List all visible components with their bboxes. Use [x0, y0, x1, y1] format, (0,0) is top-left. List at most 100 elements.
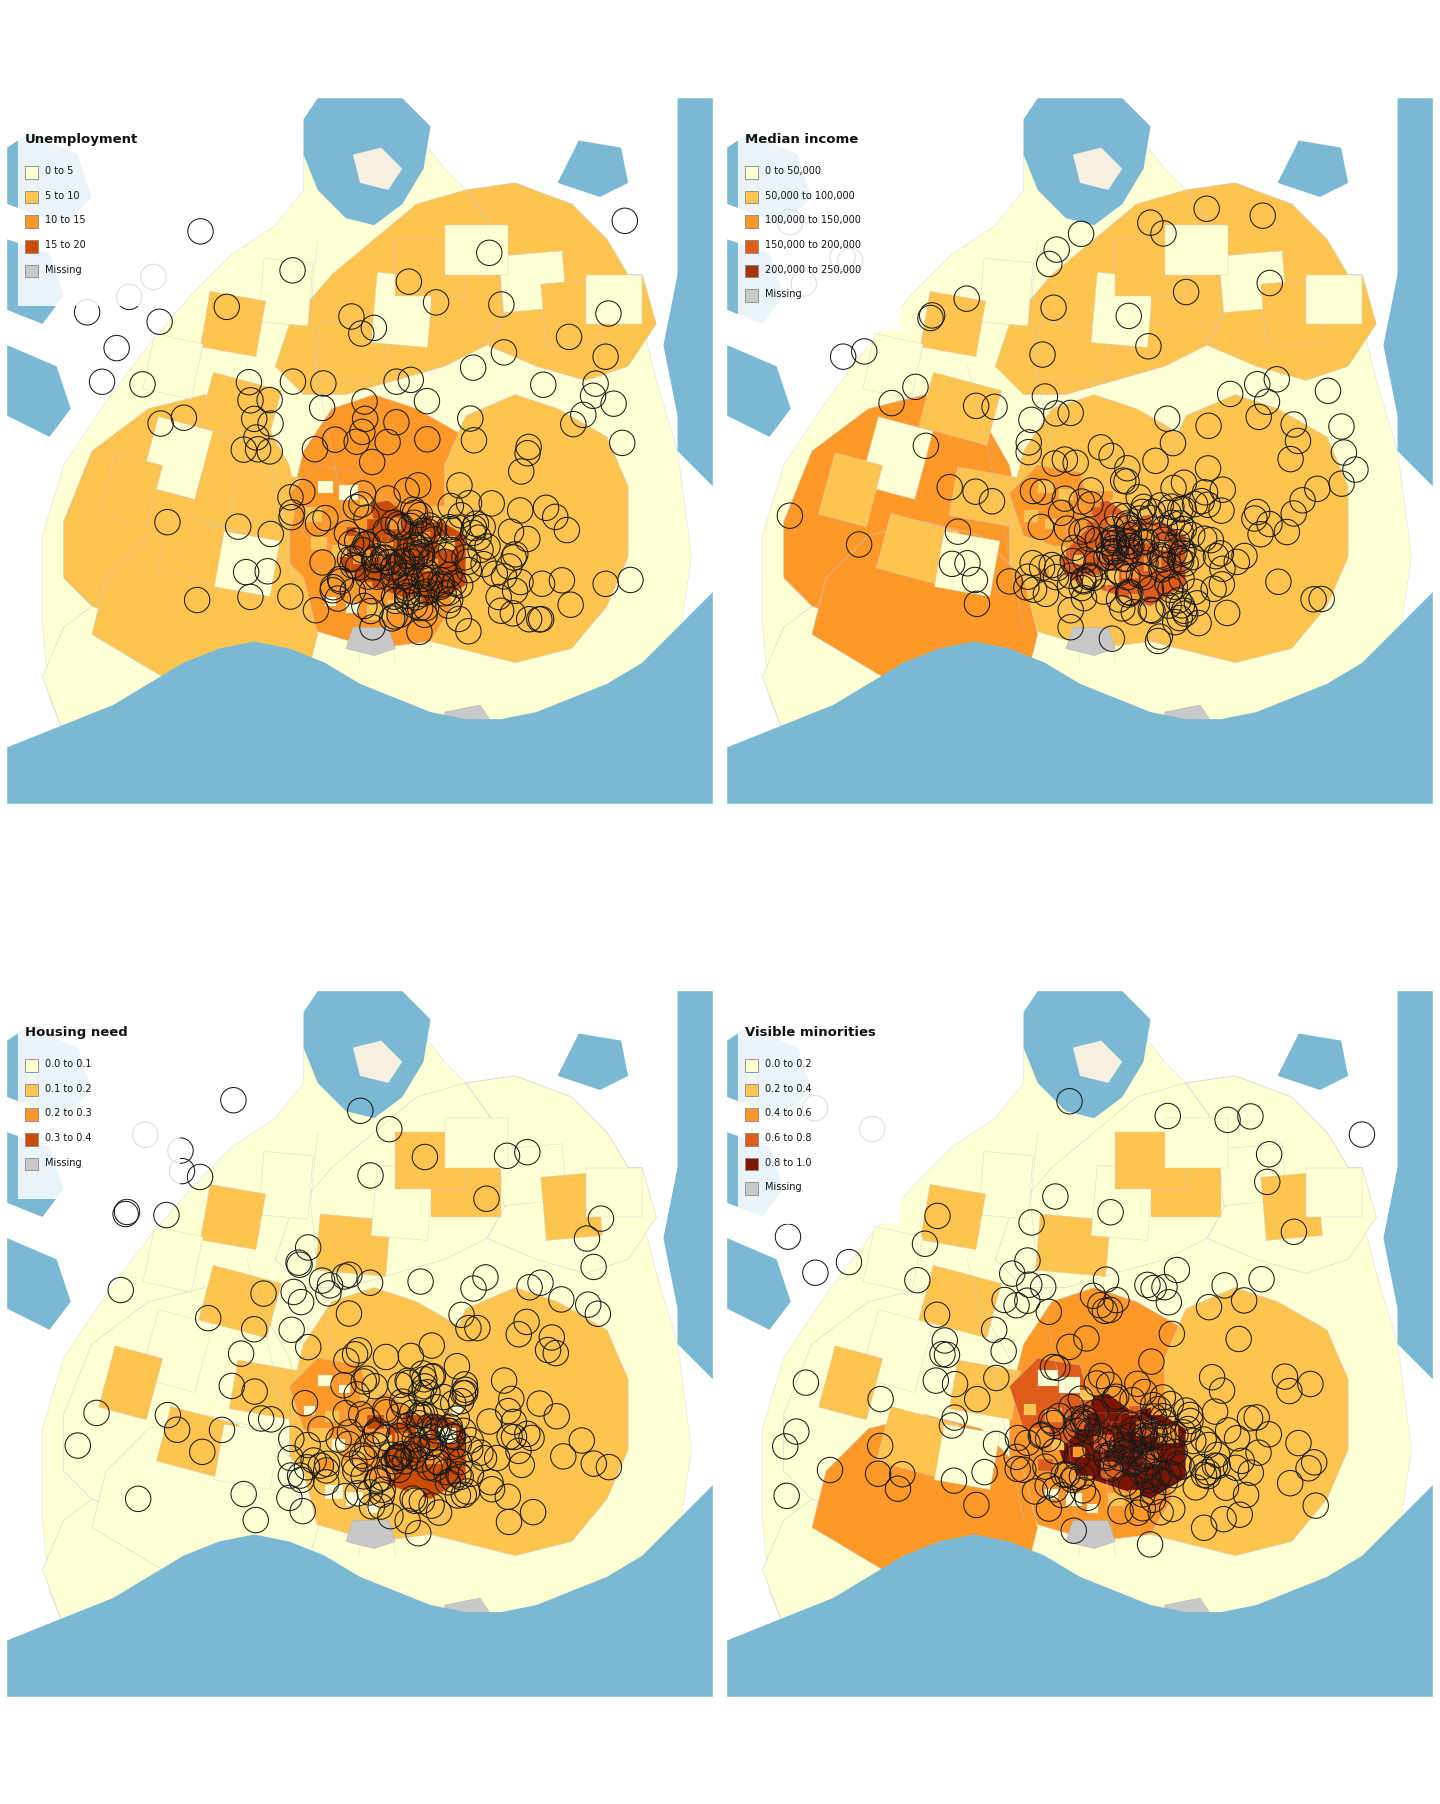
Polygon shape [1277, 1034, 1348, 1090]
Polygon shape [1277, 141, 1348, 197]
Polygon shape [1129, 594, 1145, 606]
Polygon shape [1115, 1431, 1130, 1443]
Polygon shape [727, 133, 812, 226]
Text: Median income: Median income [744, 133, 858, 146]
FancyBboxPatch shape [737, 1016, 900, 1225]
Text: 0 to 5: 0 to 5 [45, 166, 73, 177]
Polygon shape [1102, 1461, 1122, 1477]
FancyBboxPatch shape [24, 1108, 37, 1120]
Polygon shape [1218, 1144, 1287, 1205]
Polygon shape [1038, 1369, 1058, 1385]
Polygon shape [1066, 628, 1115, 655]
Polygon shape [318, 482, 333, 492]
Polygon shape [557, 1034, 628, 1090]
Polygon shape [763, 606, 1024, 747]
Polygon shape [431, 1160, 501, 1218]
Polygon shape [338, 1461, 360, 1477]
Polygon shape [431, 505, 451, 521]
Polygon shape [331, 545, 347, 557]
Polygon shape [338, 485, 357, 500]
Polygon shape [389, 518, 402, 529]
Polygon shape [259, 258, 314, 327]
Polygon shape [1066, 523, 1081, 536]
Polygon shape [1045, 1488, 1057, 1499]
Polygon shape [1066, 601, 1081, 613]
Polygon shape [818, 453, 883, 527]
Polygon shape [1102, 491, 1113, 500]
Text: 200,000 to 250,000: 200,000 to 250,000 [765, 265, 861, 274]
Polygon shape [445, 226, 508, 274]
FancyBboxPatch shape [744, 1108, 757, 1120]
Polygon shape [338, 572, 354, 584]
Polygon shape [402, 568, 415, 577]
Polygon shape [877, 514, 959, 586]
Text: 0.6 to 0.8: 0.6 to 0.8 [765, 1133, 811, 1144]
Polygon shape [1172, 509, 1189, 521]
Polygon shape [353, 148, 402, 189]
Polygon shape [318, 566, 333, 577]
Polygon shape [1261, 280, 1322, 348]
Polygon shape [7, 1133, 63, 1218]
Polygon shape [324, 1485, 343, 1499]
Polygon shape [727, 1133, 783, 1218]
Polygon shape [7, 1238, 71, 1330]
Polygon shape [763, 1499, 1024, 1640]
Polygon shape [1058, 1463, 1077, 1477]
Polygon shape [311, 1429, 328, 1443]
Polygon shape [1109, 1413, 1120, 1422]
Polygon shape [416, 1425, 431, 1436]
Polygon shape [324, 597, 336, 606]
Polygon shape [353, 1041, 402, 1082]
Polygon shape [438, 1429, 455, 1443]
Polygon shape [346, 1492, 363, 1506]
Polygon shape [275, 189, 516, 395]
FancyBboxPatch shape [24, 265, 37, 278]
Polygon shape [1073, 1447, 1086, 1458]
Polygon shape [143, 1227, 203, 1292]
Polygon shape [7, 592, 713, 805]
Polygon shape [1066, 1494, 1081, 1506]
Polygon shape [92, 1414, 318, 1598]
Polygon shape [979, 258, 1034, 327]
Polygon shape [409, 597, 420, 606]
Polygon shape [315, 1214, 390, 1277]
Polygon shape [1165, 1598, 1214, 1633]
Polygon shape [1051, 547, 1066, 557]
Polygon shape [1151, 507, 1169, 521]
Polygon shape [1066, 1521, 1115, 1548]
Polygon shape [920, 1183, 986, 1250]
Polygon shape [1073, 1041, 1122, 1082]
Polygon shape [395, 1133, 465, 1189]
FancyBboxPatch shape [744, 166, 757, 179]
Polygon shape [1073, 556, 1084, 565]
Polygon shape [664, 990, 713, 1380]
FancyBboxPatch shape [24, 240, 37, 253]
FancyBboxPatch shape [744, 1059, 757, 1072]
Polygon shape [1051, 1440, 1064, 1450]
Polygon shape [275, 1082, 516, 1288]
FancyBboxPatch shape [24, 166, 37, 179]
FancyBboxPatch shape [24, 1158, 37, 1171]
Polygon shape [1087, 521, 1104, 536]
Polygon shape [920, 290, 986, 357]
Polygon shape [157, 1407, 239, 1479]
FancyBboxPatch shape [24, 191, 37, 204]
Polygon shape [253, 1620, 311, 1654]
Polygon shape [382, 1407, 465, 1499]
Polygon shape [1158, 541, 1168, 550]
Polygon shape [1172, 1402, 1189, 1414]
Polygon shape [818, 1346, 883, 1420]
Polygon shape [389, 601, 405, 613]
Polygon shape [727, 345, 791, 437]
Polygon shape [311, 538, 327, 550]
Polygon shape [1051, 1393, 1136, 1485]
Polygon shape [289, 1358, 374, 1443]
Polygon shape [382, 570, 399, 584]
Polygon shape [1035, 1214, 1110, 1277]
Polygon shape [1009, 465, 1094, 550]
Polygon shape [92, 521, 318, 705]
Polygon shape [1165, 226, 1228, 274]
Polygon shape [1058, 575, 1070, 584]
Polygon shape [367, 604, 386, 621]
Polygon shape [541, 280, 602, 348]
